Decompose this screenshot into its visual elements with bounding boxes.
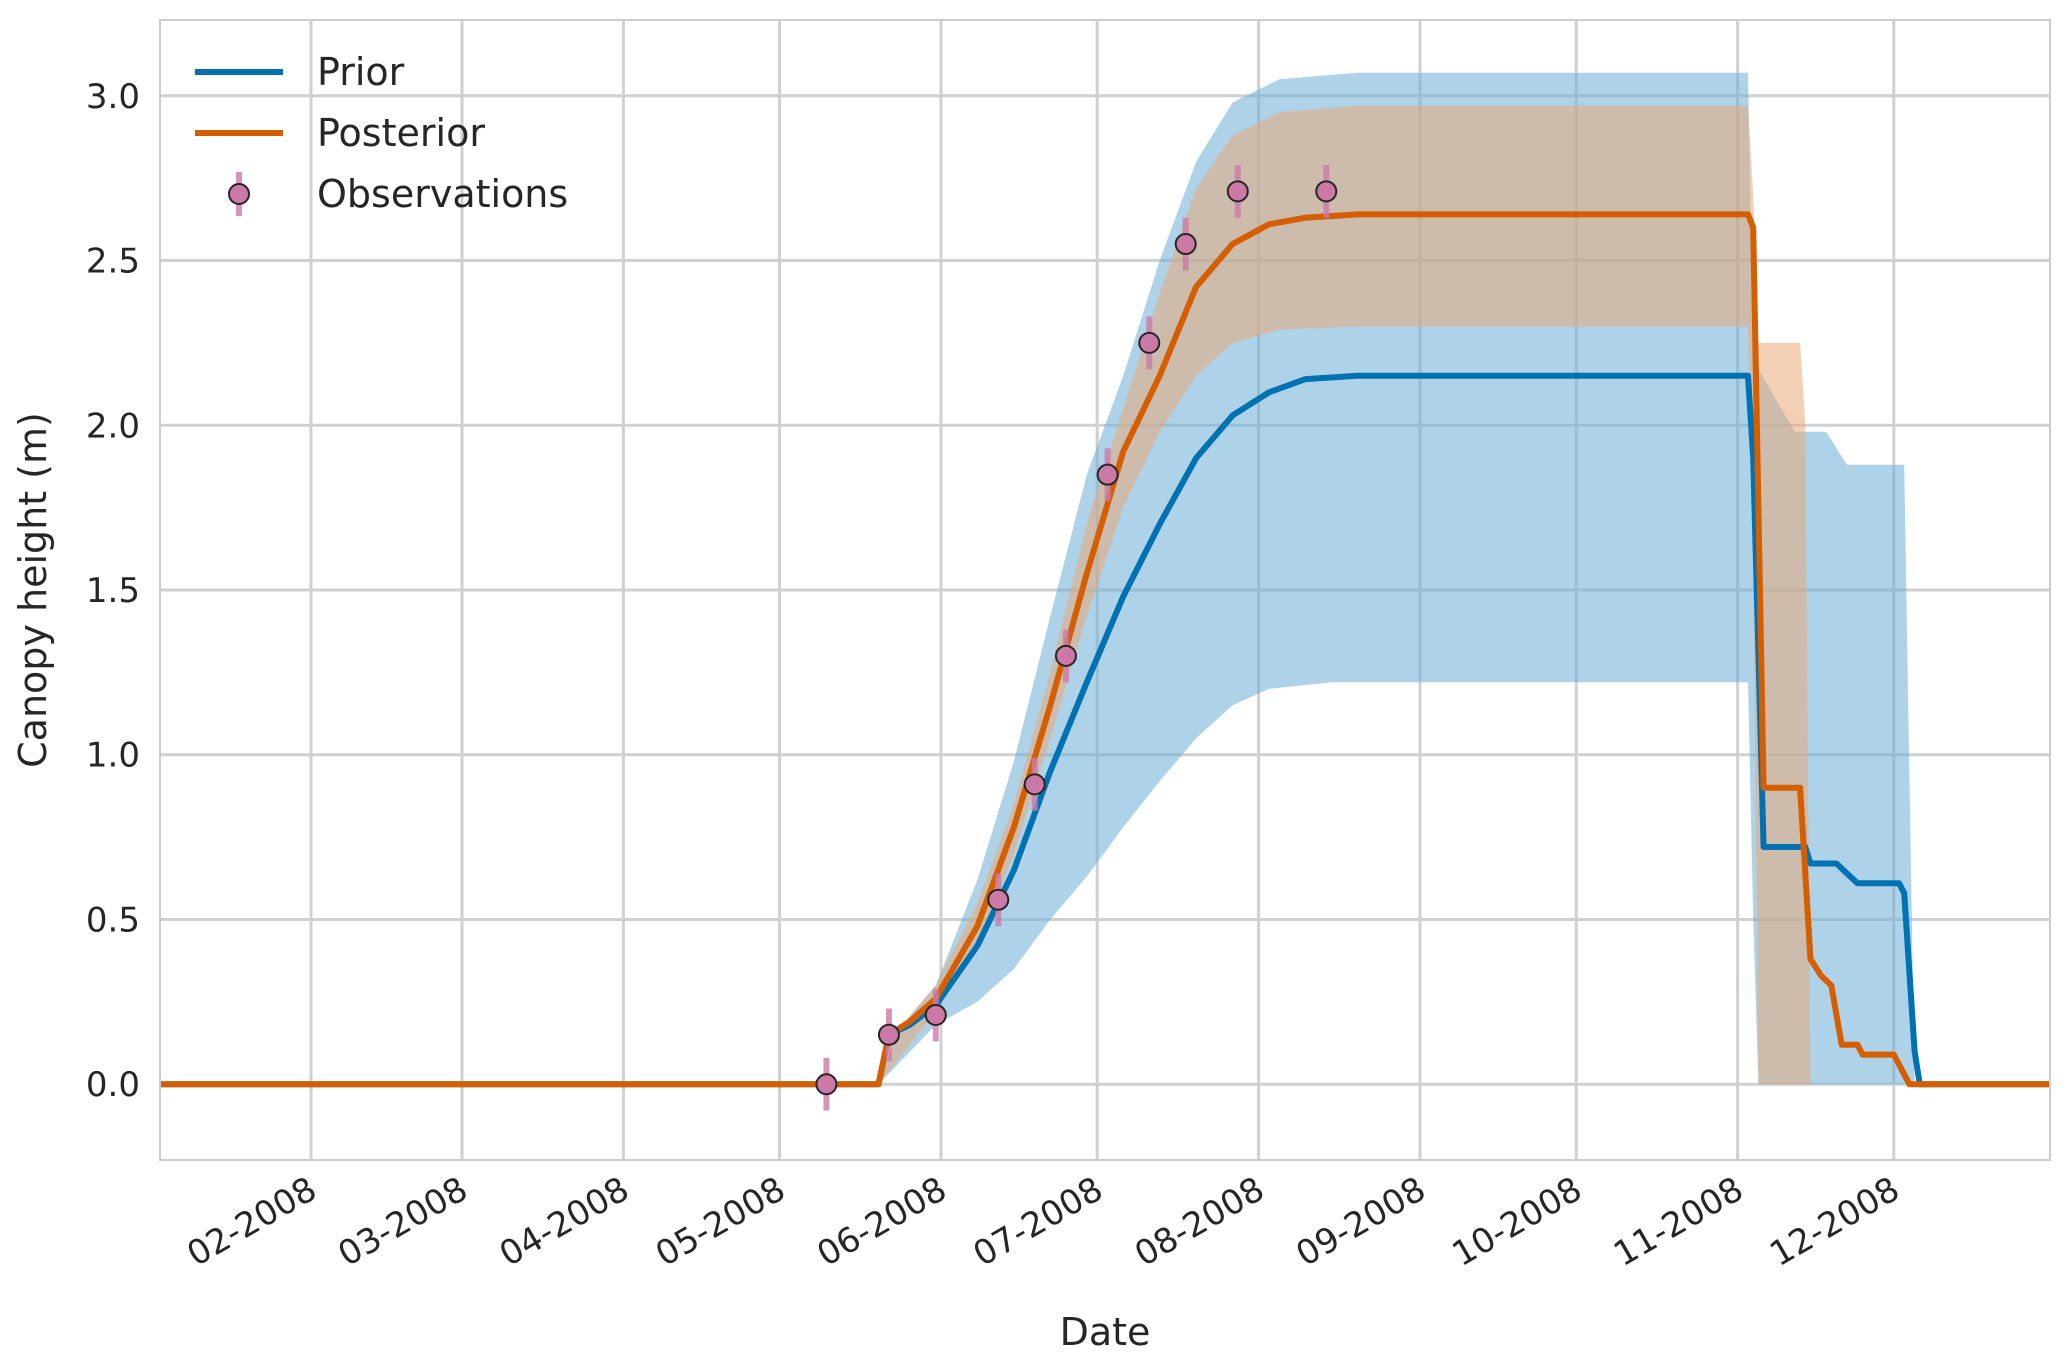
observation-point [987,888,1010,911]
observation-point [815,1073,838,1096]
posterior-uncertainty-band [878,105,1811,1085]
uncertainty-bands [878,72,1915,1085]
observation-point [1054,644,1077,667]
x-tick-label: 08-2008 [1128,1169,1271,1275]
legend: Prior Posterior Observations [195,50,568,216]
y-tick-label: 3.0 [86,77,140,117]
posterior-line [160,211,2050,1088]
observation-point [1096,463,1119,486]
observation-point [1023,773,1046,796]
x-tick-label: 11-2008 [1607,1169,1750,1275]
plot-frame [159,19,2051,1161]
x-tick-label: 02-2008 [180,1169,323,1275]
y-axis-label: Canopy height (m) [11,412,55,768]
y-tick-label: 2.5 [86,242,140,282]
y-tick-label: 0.5 [86,900,140,940]
x-axis-label: Date [1060,1310,1151,1354]
x-tick-label: 07-2008 [967,1169,1110,1275]
x-tick-label: 05-2008 [649,1169,792,1275]
x-tick-label: 12-2008 [1763,1169,1906,1275]
y-tick-label: 0.0 [86,1065,140,1105]
x-tick-label: 10-2008 [1446,1169,1589,1275]
axes-frame [159,19,2051,1161]
observation-point [1315,180,1338,203]
observation-point [1226,180,1249,203]
legend-posterior-label: Posterior [317,111,485,155]
x-tick-label: 03-2008 [331,1169,474,1275]
y-tick-label: 1.0 [86,736,140,776]
legend-observations-marker [228,183,250,205]
legend-observations-label: Observations [317,172,568,216]
observation-markers [815,164,1338,1111]
observation-point [877,1023,900,1046]
observation-point [1174,233,1197,256]
observation-point [1138,331,1161,354]
observation-point [924,1004,947,1027]
x-tick-label: 04-2008 [493,1169,636,1275]
x-tick-label: 09-2008 [1289,1169,1432,1275]
y-tick-label: 2.0 [86,406,140,446]
legend-prior-label: Prior [317,50,405,94]
prior-line [160,372,2050,1088]
series-lines [160,211,2050,1088]
y-tick-label: 1.5 [86,571,140,611]
x-tick-label: 06-2008 [810,1169,953,1275]
